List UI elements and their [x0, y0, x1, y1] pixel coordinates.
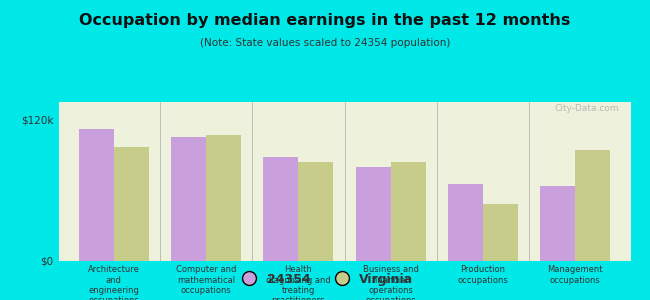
Bar [114, 147, 149, 261]
Bar [356, 167, 391, 261]
Bar [448, 184, 483, 261]
Bar [79, 129, 114, 261]
Bar [540, 186, 575, 261]
Bar [263, 158, 298, 261]
Text: Occupation by median earnings in the past 12 months: Occupation by median earnings in the pas… [79, 14, 571, 28]
Bar [206, 135, 241, 261]
Bar [171, 137, 206, 261]
Text: (Note: State values scaled to 24354 population): (Note: State values scaled to 24354 popu… [200, 38, 450, 47]
Legend: 24354, Virginia: 24354, Virginia [232, 268, 418, 291]
Bar [391, 162, 426, 261]
Text: City-Data.com: City-Data.com [554, 103, 619, 112]
Bar [298, 162, 333, 261]
Bar [483, 205, 518, 261]
Bar [575, 150, 610, 261]
